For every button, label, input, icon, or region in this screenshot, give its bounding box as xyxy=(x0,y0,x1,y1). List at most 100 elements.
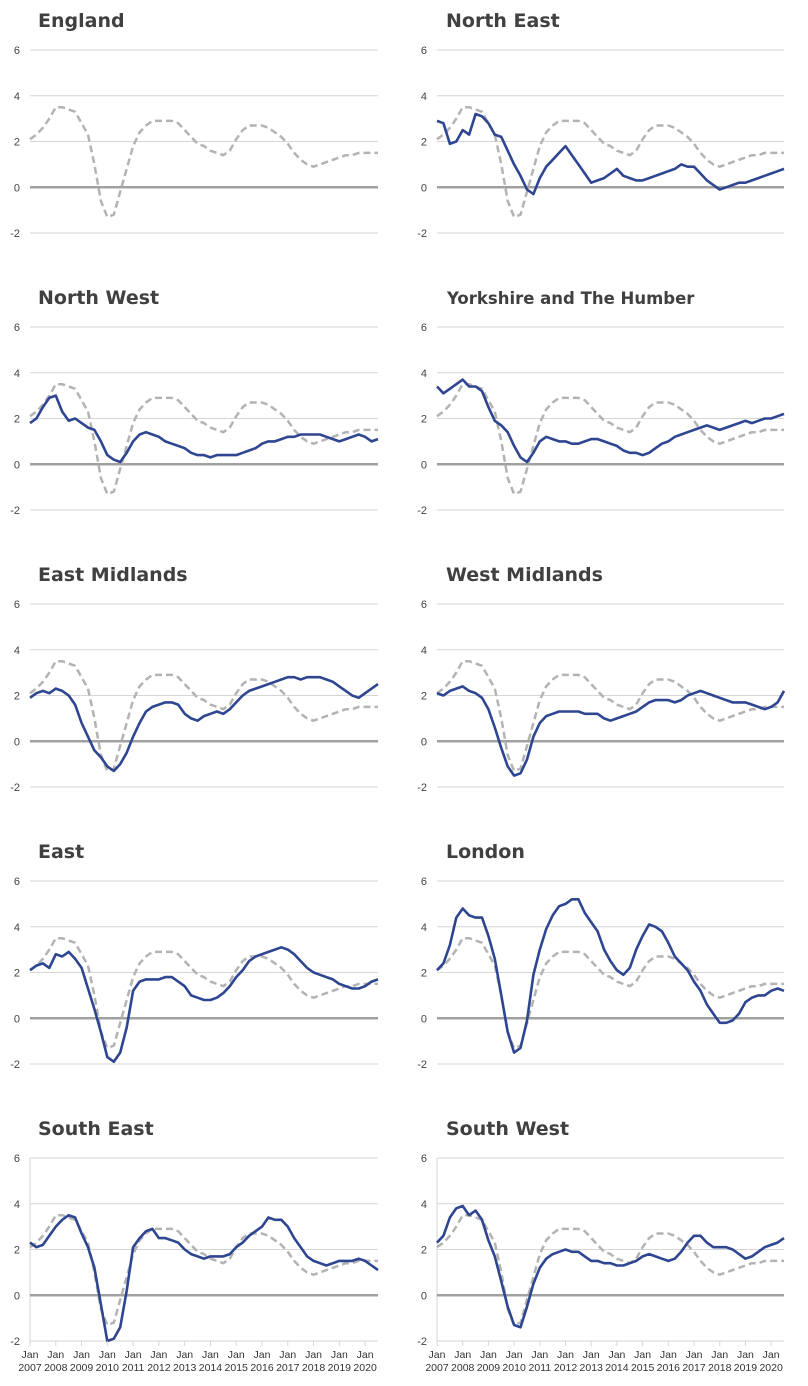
panel-west-midlands: West Midlands 6 4 2 0 -2 xyxy=(417,564,786,794)
y-tick-label: 2 xyxy=(14,1245,20,1257)
x-tick-month-label: Jan xyxy=(531,1349,548,1361)
region-series-line xyxy=(436,897,785,1054)
y-tick-label: 2 xyxy=(14,414,20,426)
y-tick-label: 2 xyxy=(421,968,427,980)
region-series-line xyxy=(29,1213,379,1343)
x-tick-month-label: Jan xyxy=(583,1349,600,1361)
panel-title: North East xyxy=(446,10,560,32)
x-tick-year-label: 2008 xyxy=(451,1362,475,1374)
england-series-line xyxy=(29,1213,378,1327)
y-tick-label: 0 xyxy=(421,1013,427,1025)
y-tick-label: 2 xyxy=(14,691,20,703)
x-tick-year-label: 2018 xyxy=(708,1362,732,1374)
y-tick-label: 2 xyxy=(421,691,427,703)
panel-south-west: South West6420-2Jan2007Jan2008Jan2009Jan… xyxy=(417,1118,785,1374)
y-tick-label: -2 xyxy=(10,505,20,517)
y-tick-label: 4 xyxy=(14,368,20,380)
y-tick-label: 4 xyxy=(421,91,427,103)
x-tick-year-label: 2018 xyxy=(302,1362,326,1374)
y-tick-label: 6 xyxy=(421,876,427,888)
x-tick-year-label: 2014 xyxy=(199,1362,223,1374)
x-tick-year-label: 2015 xyxy=(225,1362,249,1374)
x-tick-month-label: Jan xyxy=(686,1349,703,1361)
x-tick-month-label: Jan xyxy=(429,1349,446,1361)
x-tick-year-label: 2012 xyxy=(554,1362,578,1374)
y-tick-label: 6 xyxy=(421,1153,427,1165)
y-tick-label: 2 xyxy=(14,968,20,980)
x-tick-month-label: Jan xyxy=(763,1349,780,1361)
x-tick-month-label: Jan xyxy=(99,1349,116,1361)
england-series-line xyxy=(436,659,784,773)
x-tick-year-label: 2020 xyxy=(759,1362,783,1374)
region-series-line xyxy=(29,945,379,1063)
x-tick-month-label: Jan xyxy=(454,1349,471,1361)
x-tick-year-label: 2012 xyxy=(147,1362,171,1374)
y-tick-label: 6 xyxy=(421,599,427,611)
x-tick-year-label: 2011 xyxy=(529,1362,552,1374)
x-tick-month-label: Jan xyxy=(737,1349,754,1361)
y-tick-label: 6 xyxy=(421,322,427,334)
region-series-line xyxy=(29,394,379,464)
y-tick-label: 0 xyxy=(421,459,427,471)
x-tick-month-label: Jan xyxy=(22,1349,39,1361)
x-tick-month-label: Jan xyxy=(608,1349,625,1361)
x-tick-month-label: Jan xyxy=(506,1349,523,1361)
y-tick-label: 6 xyxy=(14,876,20,888)
y-tick-label: 0 xyxy=(421,1290,427,1302)
y-tick-label: 4 xyxy=(421,368,427,380)
y-tick-label: -2 xyxy=(417,782,427,794)
x-tick-year-label: 2016 xyxy=(250,1362,274,1374)
x-tick-year-label: 2011 xyxy=(122,1362,145,1374)
x-tick-year-label: 2017 xyxy=(682,1362,706,1374)
x-tick-month-label: Jan xyxy=(47,1349,64,1361)
y-tick-label: 4 xyxy=(14,91,20,103)
x-tick-month-label: Jan xyxy=(150,1349,167,1361)
y-tick-label: -2 xyxy=(417,228,427,240)
x-tick-month-label: Jan xyxy=(73,1349,90,1361)
panel-london: London 6 4 2 0 -2 xyxy=(417,841,785,1071)
panel-title: East xyxy=(38,841,84,863)
x-tick-month-label: Jan xyxy=(202,1349,219,1361)
x-tick-month-label: Jan xyxy=(634,1349,651,1361)
y-tick-label: -2 xyxy=(10,782,20,794)
x-tick-year-label: 2013 xyxy=(580,1362,604,1374)
y-tick-label: 4 xyxy=(14,922,20,934)
panel-south-east: South East6420-2Jan2007Jan2008Jan2009Jan… xyxy=(10,1118,379,1374)
x-tick-year-label: 2016 xyxy=(657,1362,681,1374)
y-tick-label: 0 xyxy=(14,736,20,748)
y-tick-label: -2 xyxy=(417,505,427,517)
x-tick-month-label: Jan xyxy=(125,1349,142,1361)
y-tick-label: 4 xyxy=(14,1199,20,1211)
x-tick-year-label: 2008 xyxy=(44,1362,68,1374)
x-tick-year-label: 2019 xyxy=(734,1362,758,1374)
y-tick-label: 2 xyxy=(14,137,20,149)
region-series-line xyxy=(436,378,785,464)
region-series-line xyxy=(29,675,379,773)
panel-title: Yorkshire and The Humber xyxy=(446,289,695,308)
y-tick-label: -2 xyxy=(10,228,20,240)
x-tick-month-label: Jan xyxy=(711,1349,728,1361)
panel-north-east: North East 6 4 2 0 -2 xyxy=(417,10,785,240)
panel-england: England 6 4 2 0 -2 xyxy=(10,10,378,240)
panel-title: South East xyxy=(38,1118,154,1140)
x-tick-year-label: 2014 xyxy=(605,1362,629,1374)
england-series-line xyxy=(436,382,784,496)
england-series-line xyxy=(29,936,378,1050)
y-tick-label: 2 xyxy=(421,1245,427,1257)
panel-east-midlands: East Midlands 6 4 2 0 -2 xyxy=(10,564,379,794)
panel-title: South West xyxy=(446,1118,569,1140)
x-tick-month-label: Jan xyxy=(305,1349,322,1361)
region-series-line xyxy=(436,112,785,196)
x-tick-month-label: Jan xyxy=(557,1349,574,1361)
x-tick-year-label: 2009 xyxy=(70,1362,94,1374)
panel-title: North West xyxy=(38,287,159,309)
x-tick-month-label: Jan xyxy=(331,1349,348,1361)
x-tick-year-label: 2007 xyxy=(18,1362,42,1374)
y-tick-label: -2 xyxy=(10,1059,20,1071)
panel-title: England xyxy=(38,10,125,32)
y-tick-label: 0 xyxy=(14,182,20,194)
y-tick-label: 0 xyxy=(421,182,427,194)
x-tick-year-label: 2010 xyxy=(96,1362,120,1374)
y-tick-label: 6 xyxy=(421,45,427,57)
